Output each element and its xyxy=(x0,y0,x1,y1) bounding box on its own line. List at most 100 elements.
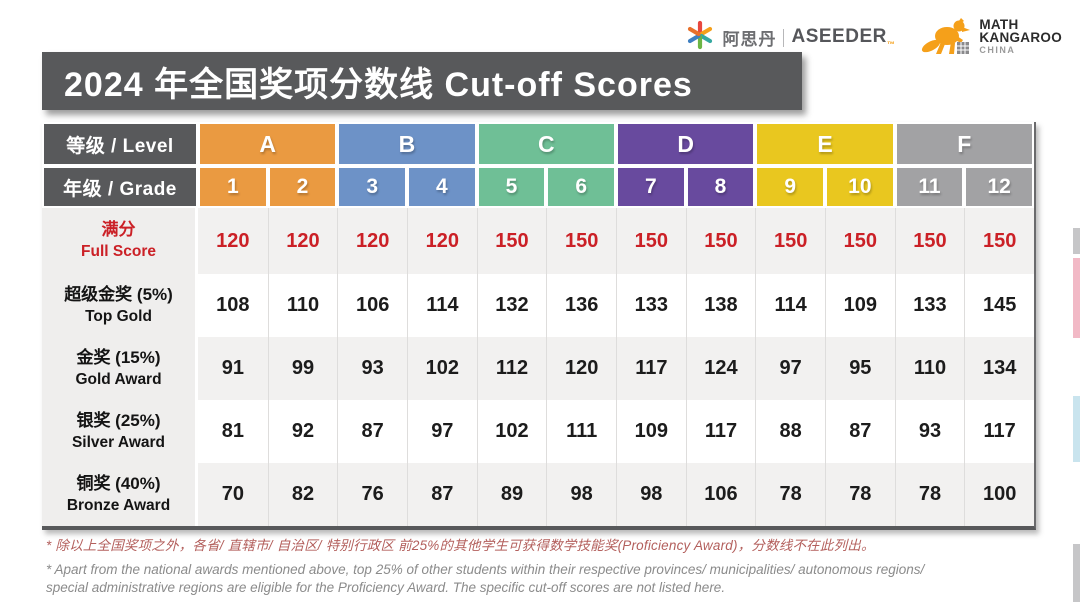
row-label-cn: 银奖 (25%) xyxy=(76,410,161,430)
title-banner: 2024 年全国奖项分数线 Cut-off Scores xyxy=(42,52,802,110)
row-label-gold-award: 金奖 (15%) Gold Award xyxy=(42,337,198,400)
score-cell: 136 xyxy=(546,274,616,337)
score-cell: 106 xyxy=(337,274,407,337)
grade-header-5: 5 xyxy=(476,166,547,208)
table-row-full-score: 满分 Full Score 120 120 120 120 150 150 150 150 150 1… xyxy=(42,208,1034,274)
score-cell: 93 xyxy=(337,337,407,400)
level-header-B: B xyxy=(337,122,477,166)
row-label-full-score: 满分 Full Score xyxy=(42,208,198,274)
asdan-en-label: ASEEDER™ xyxy=(791,26,896,49)
row-label-en: Gold Award xyxy=(75,370,162,388)
math-kangaroo-logo: MATH KANGAROO CHINA xyxy=(921,14,1062,61)
score-cell: 150 xyxy=(964,208,1034,274)
score-cell: 150 xyxy=(685,208,756,274)
row-label-en: Silver Award xyxy=(71,433,166,451)
asdan-asterisk-icon xyxy=(685,20,715,55)
grade-header-10: 10 xyxy=(824,166,895,208)
row-label-en: Top Gold xyxy=(85,307,152,325)
asdan-cn-label: 阿思丹 xyxy=(722,30,777,49)
score-cell: 150 xyxy=(755,208,825,274)
grade-header-12: 12 xyxy=(964,166,1034,208)
level-row-label: 等级 / Level xyxy=(42,122,198,166)
score-cell: 88 xyxy=(755,400,825,463)
score-cell: 93 xyxy=(894,400,965,463)
score-cell: 81 xyxy=(221,420,244,442)
score-cell: 120 xyxy=(267,208,338,274)
asdan-logo: 阿思丹 ASEEDER™ xyxy=(685,20,895,55)
row-label-cn: 金奖 (15%) xyxy=(76,347,161,367)
score-cell: 133 xyxy=(894,274,965,337)
grade-header-8: 8 xyxy=(685,166,756,208)
score-cell: 109 xyxy=(615,400,686,463)
score-cell: 87 xyxy=(406,463,477,526)
grade-header-2: 2 xyxy=(267,166,338,208)
score-cell: 95 xyxy=(824,337,895,400)
score-cell: 87 xyxy=(337,400,407,463)
score-cell: 150 xyxy=(615,208,686,274)
score-cell: 114 xyxy=(406,274,477,337)
score-cell: 150 xyxy=(824,208,895,274)
score-cell: 106 xyxy=(685,463,756,526)
level-header-F: F xyxy=(894,122,1034,166)
math-kangaroo-text: MATH KANGAROO CHINA xyxy=(979,18,1062,57)
score-cell: 133 xyxy=(615,274,686,337)
score-cell: 102 xyxy=(406,337,477,400)
score-cell: 138 xyxy=(685,274,756,337)
score-cell: 78 xyxy=(755,463,825,526)
score-cell: 70 xyxy=(221,483,244,505)
row-label-bronze-award: 铜奖 (40%) Bronze Award xyxy=(42,463,198,526)
score-cell: 109 xyxy=(824,274,895,337)
score-cell: 134 xyxy=(964,337,1034,400)
page-edge-strip-segment xyxy=(1073,544,1080,602)
grade-header-row: 年级 / Grade 1 2 3 4 5 6 7 8 9 10 11 12 xyxy=(42,166,1034,208)
score-cell: 120 xyxy=(216,229,250,252)
score-cell: 76 xyxy=(337,463,407,526)
row-label-cn: 满分 xyxy=(101,220,136,239)
score-cell: 102 xyxy=(476,400,547,463)
level-header-C: C xyxy=(476,122,616,166)
row-label-top-gold: 超级金奖 (5%) Top Gold xyxy=(42,274,198,337)
score-cell: 91 xyxy=(221,357,244,379)
grade-header-4: 4 xyxy=(406,166,477,208)
score-cell: 89 xyxy=(476,463,547,526)
mk-line2: KANGAROO xyxy=(979,30,1062,45)
score-cell: 150 xyxy=(894,208,965,274)
score-cell: 145 xyxy=(964,274,1034,337)
footnote-english-line2: special administrative regions are eligi… xyxy=(46,580,726,595)
score-cell: 98 xyxy=(546,463,616,526)
score-cell: 87 xyxy=(824,400,895,463)
grade-header-3: 3 xyxy=(337,166,407,208)
logo-bar: 阿思丹 ASEEDER™ xyxy=(685,14,1062,61)
asdan-tm-mark: ™ xyxy=(886,39,896,49)
page-title: 2024 年全国奖项分数线 Cut-off Scores xyxy=(64,65,693,104)
grade-header-11: 11 xyxy=(894,166,965,208)
mk-line1: MATH xyxy=(979,17,1019,32)
level-header-A: A xyxy=(198,122,338,166)
table-row-top-gold: 超级金奖 (5%) Top Gold 108 110 106 114 132 136 133 13… xyxy=(42,274,1034,337)
score-cell: 92 xyxy=(267,400,338,463)
score-cell: 78 xyxy=(824,463,895,526)
footnote-english-line1: * Apart from the national awards mention… xyxy=(46,562,925,577)
table-body: 满分 Full Score 120 120 120 120 150 150 150 150 150 1… xyxy=(42,208,1034,526)
score-cell: 110 xyxy=(894,337,965,400)
score-cell: 117 xyxy=(964,400,1034,463)
mk-line3: CHINA xyxy=(979,45,1016,55)
score-cell: 114 xyxy=(755,274,825,337)
score-cell: 120 xyxy=(546,337,616,400)
footnote-chinese: * 除以上全国奖项之外，各省/ 直辖市/ 自治区/ 特别行政区 前25%的其他学… xyxy=(46,538,875,553)
row-label-silver-award: 银奖 (25%) Silver Award xyxy=(42,400,198,463)
score-cell: 110 xyxy=(267,274,338,337)
score-cell: 78 xyxy=(894,463,965,526)
grade-header-6: 6 xyxy=(546,166,616,208)
level-header-D: D xyxy=(615,122,756,166)
score-cell: 82 xyxy=(267,463,338,526)
score-cell: 111 xyxy=(546,400,616,463)
score-cell: 112 xyxy=(476,337,547,400)
kangaroo-icon xyxy=(921,14,973,61)
footnote-english: * Apart from the national awards mention… xyxy=(46,561,1036,597)
score-cell: 120 xyxy=(337,208,407,274)
score-cell: 150 xyxy=(476,208,547,274)
